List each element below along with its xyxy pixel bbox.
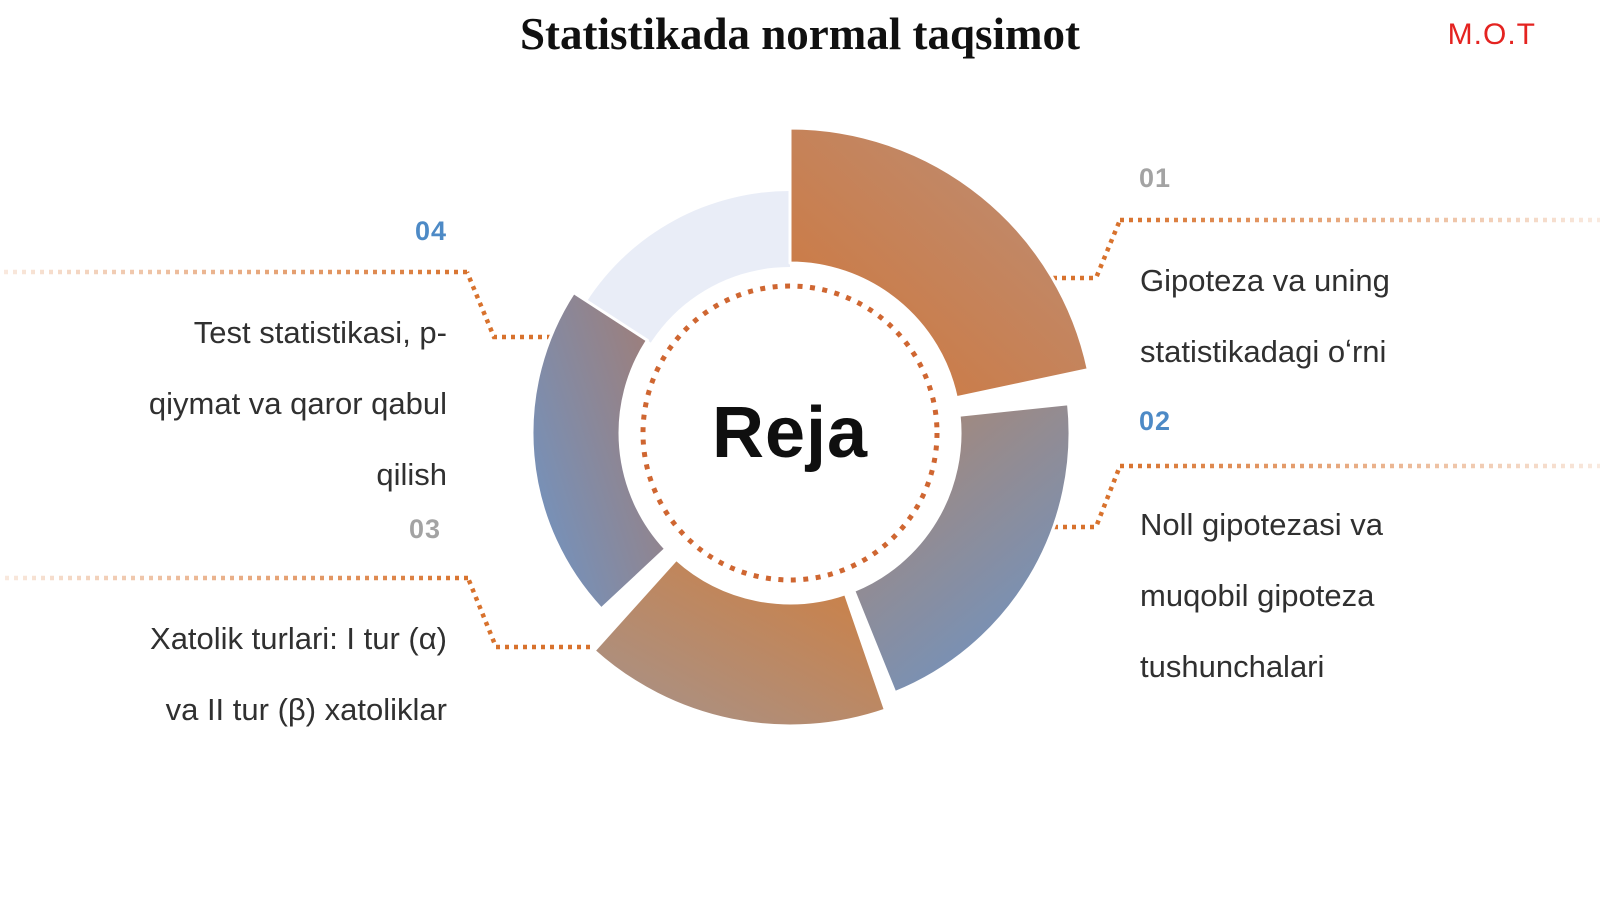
connector-01 [1053, 219, 1123, 281]
item-02-line: muqobil gipoteza [1140, 578, 1375, 613]
item-01-text: Gipoteza va uning statistikadagi oʻrni [1140, 245, 1580, 387]
wheel-center-circle [624, 267, 956, 599]
item-01-line: Gipoteza va uning [1140, 263, 1390, 298]
brand-mot: M.O.T [1447, 18, 1536, 51]
item-04-line: qilish [376, 457, 447, 492]
wheel-segment-04 [530, 291, 668, 611]
item-02-text: Noll gipotezasi va muqobil gipoteza tush… [1140, 489, 1580, 702]
item-04-line: qiymat va qaror qabul [148, 386, 447, 421]
item-02-line: tushunchalari [1140, 649, 1325, 684]
page-title: Statistikada normal taqsimot [519, 9, 1081, 59]
item-03-line: va II tur (β) xatoliklar [165, 692, 447, 727]
wheel-segment-01 [788, 126, 1090, 400]
item-03-text: Xatolik turlari: I tur (α) va II tur (β)… [27, 603, 447, 745]
wheel-dotted-ring [640, 283, 940, 583]
wheel-segment-03 [592, 557, 887, 728]
connector-04 [464, 271, 551, 340]
wheel-segment-02 [852, 402, 1072, 695]
item-03-number: 03 [408, 514, 441, 544]
item-03-line: Xatolik turlari: I tur (α) [150, 621, 447, 656]
item-01-number: 01 [1139, 163, 1172, 193]
item-02-line: Noll gipotezasi va [1140, 507, 1383, 542]
item-04-text: Test statistikasi, p- qiymat va qaror qa… [27, 297, 447, 510]
connector-03 [465, 577, 590, 650]
item-04-number: 04 [414, 216, 447, 246]
item-04-line: Test statistikasi, p- [193, 315, 447, 350]
item-01-line: statistikadagi oʻrni [1140, 334, 1387, 369]
wheel-center-label: Reja [711, 393, 869, 473]
item-02-number: 02 [1139, 406, 1172, 436]
